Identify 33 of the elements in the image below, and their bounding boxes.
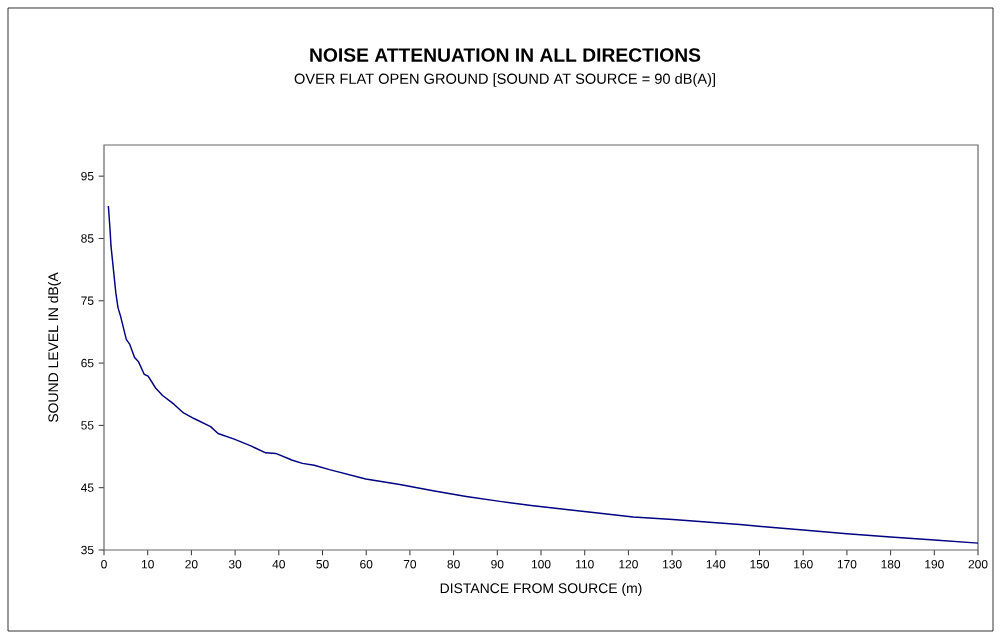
x-tick-label: 160 <box>794 560 813 569</box>
x-tick-label: 10 <box>141 560 154 569</box>
y-tick-label: 65 <box>81 358 94 368</box>
x-tick-label: 150 <box>750 560 770 569</box>
x-tick-label: 30 <box>228 560 242 569</box>
x-tick-label: 80 <box>447 560 460 569</box>
y-tick-label: 75 <box>81 296 94 305</box>
x-tick-label: 70 <box>403 560 417 569</box>
x-tick-label: 20 <box>185 560 198 569</box>
y-tick-label: 85 <box>81 234 94 243</box>
y-tick-label: 45 <box>80 483 94 492</box>
x-tick-label: 130 <box>663 560 682 569</box>
x-tick-label: 180 <box>881 560 901 569</box>
x-tick-label: 200 <box>968 560 988 569</box>
x-tick-label: 170 <box>837 560 857 569</box>
x-tick-label: 90 <box>491 560 504 569</box>
x-tick-label: 0 <box>101 560 107 569</box>
y-tick-label: 95 <box>81 171 94 181</box>
x-tick-label: 190 <box>925 560 944 569</box>
y-tick-label: 35 <box>81 545 94 555</box>
x-axis-title: DISTANCE FROM SOURCE (m) <box>440 582 642 596</box>
x-tick-label: 140 <box>706 560 726 569</box>
chart-subtitle: OVER FLAT OPEN GROUND [SOUND AT SOURCE = 90 dB(A)] <box>294 73 715 87</box>
chart-title: NOISE ATTENUATION IN ALL DIRECTIONS <box>310 48 701 62</box>
y-axis-title: SOUND LEVEL IN dB(A <box>47 272 61 423</box>
x-tick-label: 100 <box>531 560 551 569</box>
line-series <box>107 205 979 544</box>
y-tick-label: 55 <box>81 421 94 430</box>
x-tick-label: 120 <box>619 560 638 569</box>
x-tick-label: 110 <box>576 560 594 569</box>
x-tick-label: 50 <box>316 560 329 569</box>
x-tick-label: 60 <box>360 560 373 569</box>
x-tick-label: 40 <box>272 560 285 569</box>
